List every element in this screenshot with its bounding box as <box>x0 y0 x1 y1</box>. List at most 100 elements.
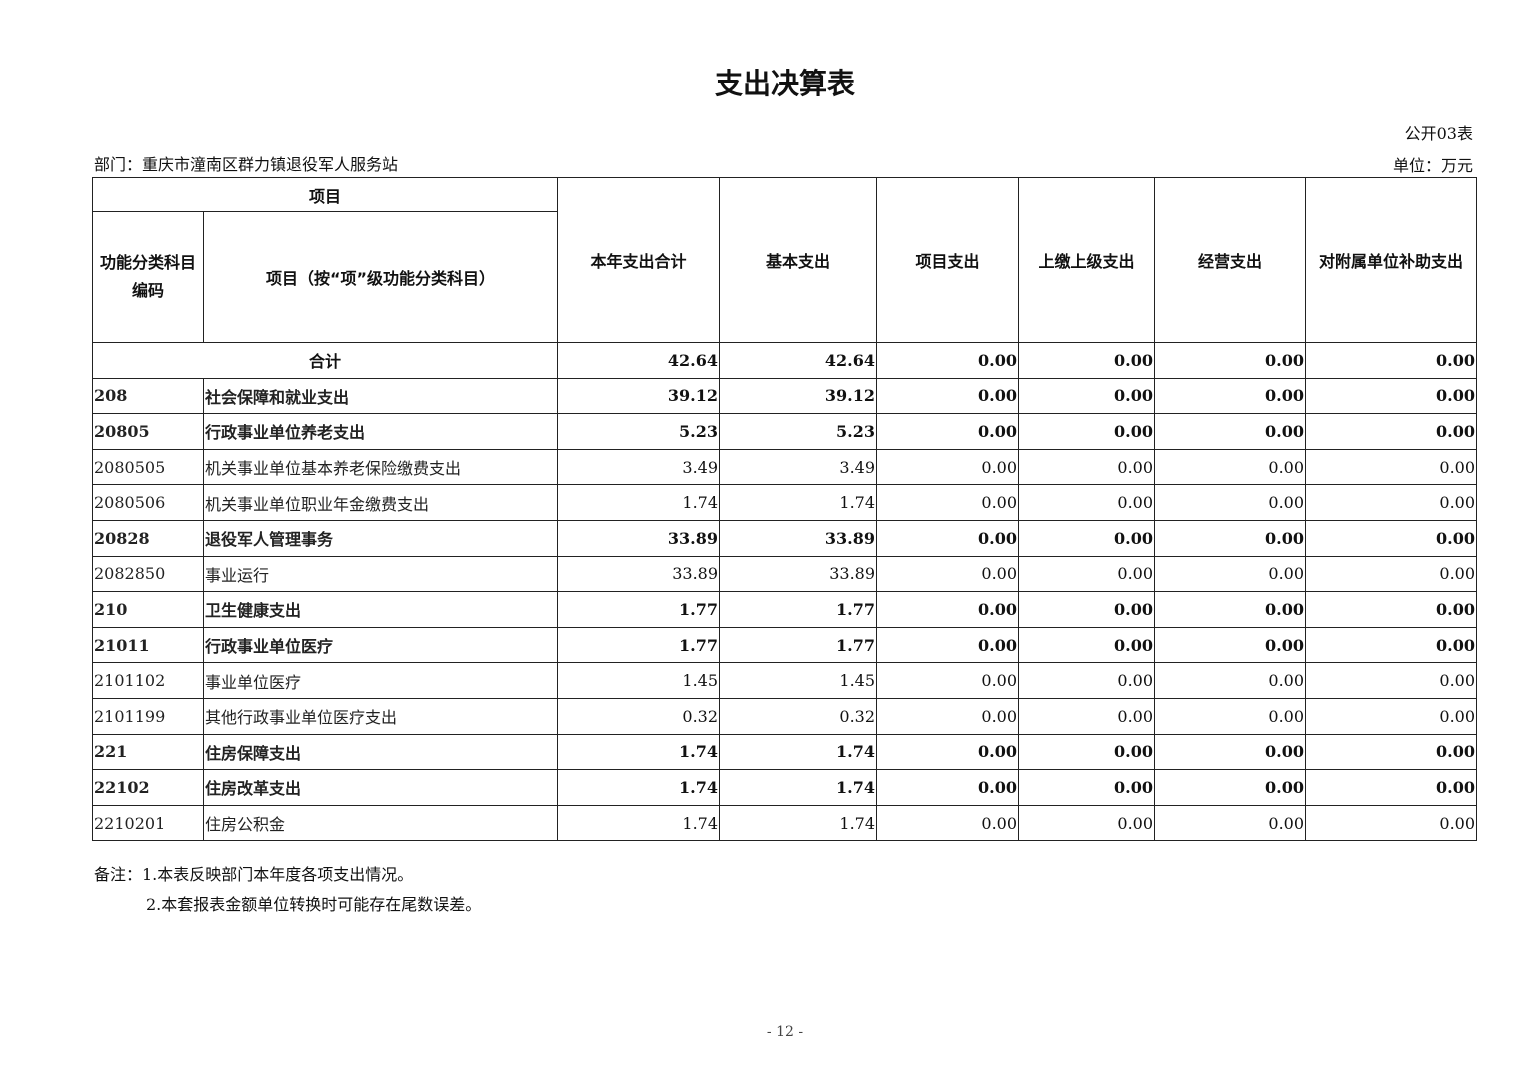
notes: 备注：1.本表反映部门本年度各项支出情况。 2.本套报表金额单位转换时可能存在尾… <box>94 860 481 920</box>
row-value: 0.00 <box>1305 804 1478 842</box>
table-number: 公开03表 <box>1404 124 1473 143</box>
row-name: 行政事业单位医疗 <box>202 626 559 664</box>
row-name: 住房公积金 <box>202 804 559 842</box>
row-value: 0.00 <box>1305 448 1478 486</box>
header-col: 上缴上级支出 <box>1018 177 1156 343</box>
row-value: 33.89 <box>557 519 721 557</box>
row-code: 20828 <box>92 519 204 557</box>
row-value: 1.77 <box>719 626 878 664</box>
row-value: 1.74 <box>557 804 721 842</box>
table-row: 2101199 其他行政事业单位医疗支出 0.32 0.32 0.00 0.00 0.00 0… <box>92 697 1478 735</box>
row-value: 0.00 <box>876 484 1020 521</box>
header-item: 项目 <box>91 177 559 212</box>
row-value: 0.00 <box>1018 804 1156 842</box>
header-col: 经营支出 <box>1154 177 1307 343</box>
row-value: 1.74 <box>557 769 721 806</box>
row-code: 20805 <box>92 413 204 450</box>
row-value: 0.00 <box>1305 591 1478 628</box>
row-value: 0.00 <box>1305 413 1478 450</box>
row-value: 1.77 <box>557 626 721 664</box>
row-name: 行政事业单位养老支出 <box>202 413 559 450</box>
row-value: 0.00 <box>1154 591 1307 628</box>
row-value: 0.00 <box>1154 769 1307 806</box>
table-row: 2080506 机关事业单位职业年金缴费支出 1.74 1.74 0.00 0.00 0.0… <box>92 484 1478 521</box>
row-name: 住房保障支出 <box>202 733 559 771</box>
table-row: 20805 行政事业单位养老支出 5.23 5.23 0.00 0.00 0.00 0.00 <box>92 413 1478 450</box>
row-value: 0.00 <box>1154 484 1307 521</box>
row-value: 0.00 <box>1154 519 1307 557</box>
row-value: 0.00 <box>1154 804 1307 842</box>
row-value: 0.00 <box>1018 662 1156 699</box>
row-name: 社会保障和就业支出 <box>202 377 559 415</box>
row-value: 0.00 <box>1154 662 1307 699</box>
row-value: 0.00 <box>1018 697 1156 735</box>
row-value: 0.00 <box>876 413 1020 450</box>
note-1: 备注：1.本表反映部门本年度各项支出情况。 <box>94 865 414 884</box>
row-value: 0.00 <box>1018 448 1156 486</box>
row-value: 0.00 <box>876 377 1020 415</box>
row-value: 0.00 <box>1154 555 1307 593</box>
table-row: 21011 行政事业单位医疗 1.77 1.77 0.00 0.00 0.00 0.00 <box>92 626 1478 664</box>
row-name: 事业运行 <box>202 555 559 593</box>
row-code: 2080505 <box>92 448 204 486</box>
row-value: 1.77 <box>557 591 721 628</box>
row-value: 39.12 <box>719 377 878 415</box>
total-value: 0.00 <box>1018 342 1156 379</box>
table-row: 2082850 事业运行 33.89 33.89 0.00 0.00 0.00 0.00 <box>92 555 1478 593</box>
row-code: 210 <box>92 591 204 628</box>
row-value: 0.00 <box>1018 484 1156 521</box>
row-value: 0.00 <box>1305 377 1478 415</box>
row-name: 退役军人管理事务 <box>202 519 559 557</box>
row-value: 0.00 <box>1018 769 1156 806</box>
row-value: 0.00 <box>1154 413 1307 450</box>
row-value: 0.00 <box>1018 591 1156 628</box>
row-value: 33.89 <box>719 555 878 593</box>
row-value: 33.89 <box>719 519 878 557</box>
table-row: 2210201 住房公积金 1.74 1.74 0.00 0.00 0.00 0.00 <box>92 804 1478 842</box>
row-value: 0.00 <box>1018 519 1156 557</box>
department-label: 部门：重庆市潼南区群力镇退役军人服务站 <box>94 155 399 174</box>
unit-label: 单位：万元 <box>1392 156 1473 175</box>
row-value: 5.23 <box>557 413 721 450</box>
row-code: 2101199 <box>92 697 204 735</box>
row-value: 0.00 <box>1154 626 1307 664</box>
row-value: 1.45 <box>557 662 721 699</box>
row-value: 0.00 <box>876 662 1020 699</box>
row-value: 0.00 <box>876 733 1020 771</box>
row-value: 0.00 <box>1305 484 1478 521</box>
row-code: 221 <box>92 733 204 771</box>
total-value: 0.00 <box>876 342 1020 379</box>
row-value: 0.00 <box>1154 733 1307 771</box>
row-value: 5.23 <box>719 413 878 450</box>
header-col: 项目支出 <box>876 177 1020 343</box>
row-value: 39.12 <box>557 377 721 415</box>
row-value: 0.00 <box>876 448 1020 486</box>
row-name: 卫生健康支出 <box>202 591 559 628</box>
row-value: 1.74 <box>719 769 878 806</box>
row-name: 机关事业单位基本养老保险缴费支出 <box>202 448 559 486</box>
row-value: 1.77 <box>719 591 878 628</box>
row-value: 0.00 <box>876 519 1020 557</box>
header-col: 本年支出合计 <box>557 177 721 343</box>
row-value: 0.00 <box>1018 555 1156 593</box>
row-value: 1.45 <box>719 662 878 699</box>
row-value: 0.32 <box>557 697 721 735</box>
row-value: 0.00 <box>1305 697 1478 735</box>
row-value: 1.74 <box>719 484 878 521</box>
row-value: 0.00 <box>876 804 1020 842</box>
row-value: 3.49 <box>719 448 878 486</box>
row-code: 2101102 <box>92 662 204 699</box>
row-code: 21011 <box>92 626 204 664</box>
table-row: 22102 住房改革支出 1.74 1.74 0.00 0.00 0.00 0.00 <box>92 769 1478 806</box>
note-2: 2.本套报表金额单位转换时可能存在尾数误差。 <box>146 895 482 914</box>
row-code: 208 <box>92 377 204 415</box>
total-value: 42.64 <box>557 342 721 379</box>
row-value: 0.00 <box>1305 555 1478 593</box>
row-name: 其他行政事业单位医疗支出 <box>202 697 559 735</box>
header-col: 基本支出 <box>719 177 878 343</box>
row-value: 0.00 <box>876 626 1020 664</box>
total-value: 42.64 <box>719 342 878 379</box>
row-value: 0.00 <box>1305 519 1478 557</box>
header-name: 项目（按“项”级功能分类科目） <box>202 211 559 343</box>
row-code: 22102 <box>92 769 204 806</box>
